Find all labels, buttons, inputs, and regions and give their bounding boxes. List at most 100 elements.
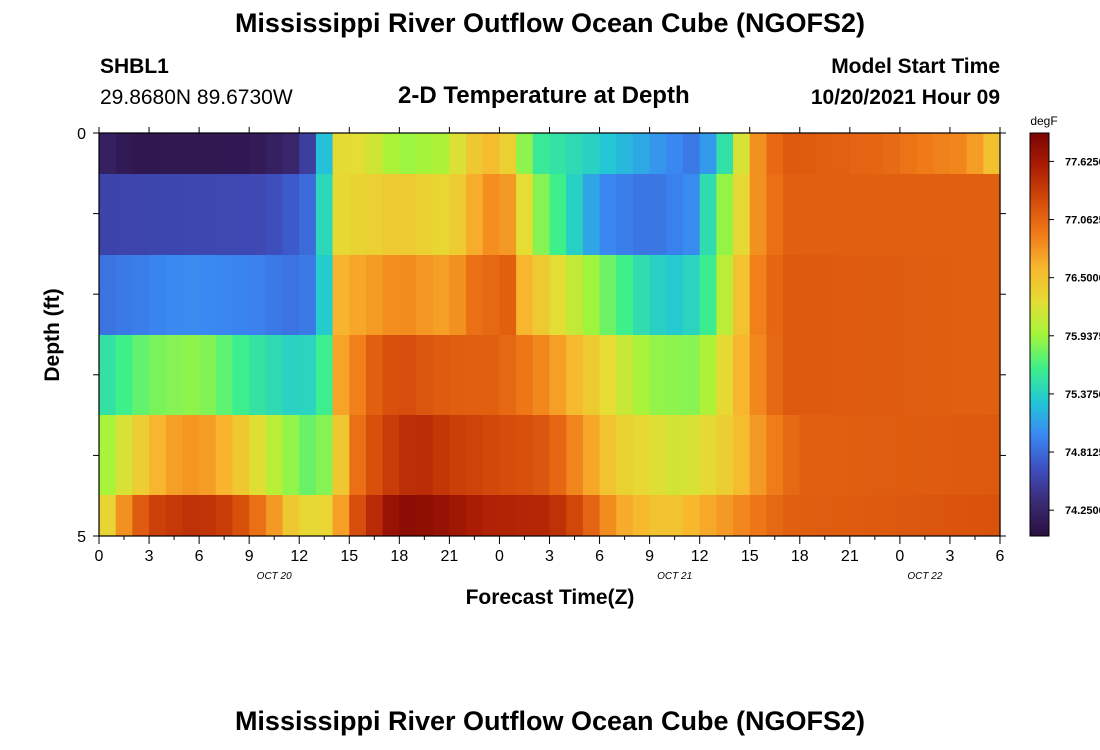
model-start-label: Model Start Time — [831, 55, 1000, 78]
heatmap-cell — [165, 255, 184, 335]
x-tick-label: 18 — [791, 548, 809, 565]
x-tick-label: 0 — [895, 548, 904, 565]
heatmap-cell — [532, 495, 551, 536]
heatmap-cell — [833, 255, 851, 335]
heatmap-cell — [449, 335, 467, 415]
heatmap-cell — [899, 255, 918, 335]
heatmap-cell — [983, 415, 1001, 495]
heatmap-cell — [883, 255, 901, 335]
heatmap-cell — [799, 174, 818, 255]
heatmap-cell — [733, 495, 751, 536]
heatmap-cell — [833, 174, 851, 255]
heatmap-cell — [816, 495, 834, 536]
heatmap-cell — [766, 174, 784, 255]
heatmap-cell — [349, 174, 367, 255]
heatmap-cell — [299, 415, 317, 495]
heatmap-cell — [699, 255, 717, 335]
heatmap-cell — [449, 133, 467, 174]
heatmap-cell — [115, 174, 133, 255]
heatmap-cell — [265, 255, 284, 335]
heatmap-cell — [883, 415, 901, 495]
heatmap-cell — [916, 335, 934, 415]
heatmap-cell — [149, 495, 167, 536]
heatmap-cell — [899, 495, 918, 536]
heatmap-cell — [933, 133, 951, 174]
heatmap-cell — [532, 255, 551, 335]
heatmap-cell — [232, 495, 250, 536]
heatmap-cell — [499, 174, 517, 255]
heatmap-cell — [933, 174, 951, 255]
heatmap-cell — [199, 415, 217, 495]
heatmap-cell — [849, 174, 868, 255]
heatmap-cell — [466, 415, 484, 495]
heatmap-cell — [799, 495, 818, 536]
heatmap-cell — [949, 415, 968, 495]
heatmap-cell — [816, 415, 834, 495]
heatmap-cell — [916, 495, 934, 536]
heatmap-cell — [849, 495, 868, 536]
heatmap-cell — [983, 335, 1001, 415]
heatmap-cell — [466, 174, 484, 255]
heatmap-cell — [682, 335, 701, 415]
heatmap-cell — [516, 174, 534, 255]
heatmap-cell — [199, 174, 217, 255]
heatmap-cell — [682, 255, 701, 335]
heatmap-cell — [682, 174, 701, 255]
heatmap-cell — [632, 335, 651, 415]
heatmap-cell — [349, 415, 367, 495]
heatmap-cell — [899, 415, 918, 495]
y-tick-label: 5 — [77, 529, 86, 546]
heatmap-cell — [866, 255, 884, 335]
heatmap-cell — [132, 335, 150, 415]
heatmap-cell — [699, 415, 717, 495]
heatmap-cell — [699, 335, 717, 415]
heatmap-cell — [566, 335, 584, 415]
heatmap-cell — [749, 495, 768, 536]
heatmap-cell — [632, 495, 651, 536]
heatmap-cell — [666, 133, 684, 174]
date-label: OCT 22 — [907, 571, 942, 582]
x-tick-label: 6 — [195, 548, 204, 565]
colorbar-tick-label: 77.6250 — [1065, 156, 1100, 168]
heatmap-cell — [115, 495, 133, 536]
heatmap-cell — [332, 255, 350, 335]
heatmap-cell — [933, 415, 951, 495]
heatmap-cell — [599, 174, 617, 255]
heatmap-cell — [182, 415, 200, 495]
heatmap-cell — [566, 415, 584, 495]
heatmap-cell — [849, 255, 868, 335]
heatmap-cell — [616, 174, 634, 255]
footer-title: Mississippi River Outflow Ocean Cube (NG… — [234, 706, 866, 736]
heatmap-cell — [616, 335, 634, 415]
heatmap-cell — [566, 133, 584, 174]
heatmap-cell — [833, 495, 851, 536]
heatmap-cell — [249, 255, 267, 335]
heatmap-cell — [382, 495, 400, 536]
heatmap-cell — [916, 415, 934, 495]
heatmap-cell — [616, 133, 634, 174]
heatmap-cell — [699, 133, 717, 174]
heatmap-cell — [733, 174, 751, 255]
heatmap-cell — [582, 133, 601, 174]
heatmap-cell — [632, 255, 651, 335]
heatmap-cell — [749, 415, 768, 495]
heatmap-cell — [549, 335, 567, 415]
x-tick-label: 0 — [495, 548, 504, 565]
y-axis-label: Depth (ft) — [41, 288, 64, 381]
heatmap-cell — [416, 255, 434, 335]
heatmap-cell — [399, 335, 417, 415]
heatmap-cell — [949, 133, 968, 174]
heatmap-cell — [816, 335, 834, 415]
heatmap-cell — [482, 174, 501, 255]
heatmap-cell — [649, 495, 667, 536]
heatmap-cell — [799, 133, 818, 174]
heatmap-cell — [265, 415, 284, 495]
heatmap-cell — [315, 174, 334, 255]
y-tick-label: 0 — [77, 126, 86, 143]
heatmap-cell — [783, 255, 801, 335]
heatmap-cell — [866, 415, 884, 495]
heatmap-cell — [582, 415, 601, 495]
heatmap-cell — [866, 133, 884, 174]
heatmap-cell — [332, 495, 350, 536]
heatmap-cell — [983, 255, 1001, 335]
